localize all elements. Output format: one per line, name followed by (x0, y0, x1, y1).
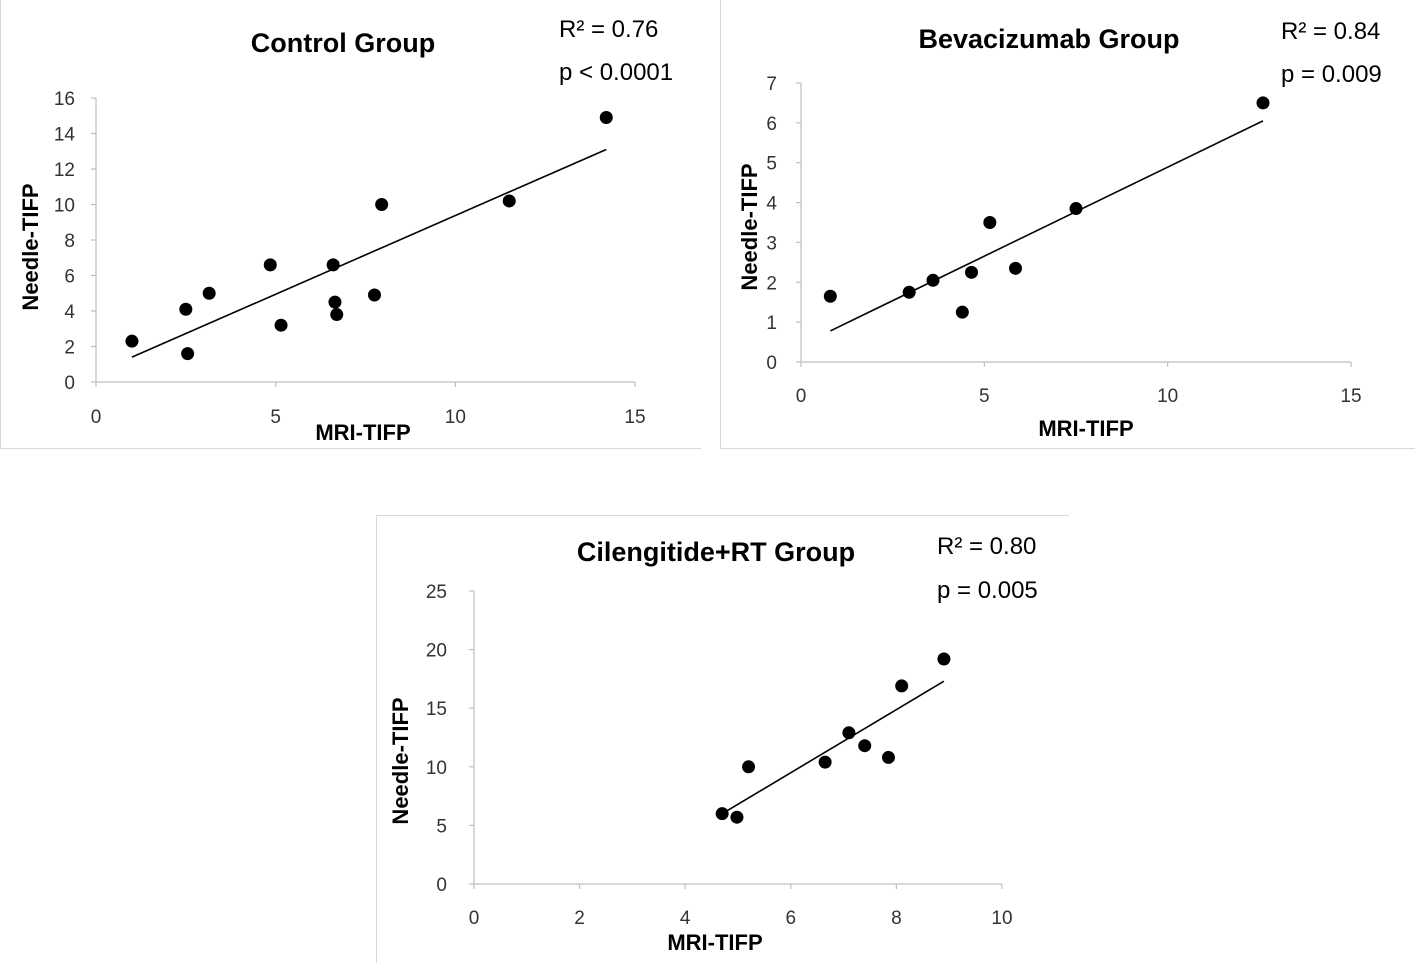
data-point (328, 295, 342, 309)
y-axis-label: Needle-TIFP (18, 183, 43, 310)
x-tick-label: 10 (991, 908, 1012, 929)
p-value-label: p = 0.009 (1281, 61, 1382, 88)
p-value-label: p < 0.0001 (559, 59, 673, 86)
data-point (330, 308, 344, 322)
x-tick-label: 0 (796, 386, 807, 407)
panel-cilengitide-rt-group: Cilengitide+RT Group R² = 0.80 p = 0.005 0 5… (376, 515, 1069, 963)
x-tick-label: 0 (91, 407, 102, 428)
data-point (181, 347, 195, 361)
x-tick-label: 15 (1340, 386, 1361, 407)
x-tick-label: 10 (1157, 386, 1178, 407)
y-axis-label: Needle-TIFP (388, 697, 413, 824)
chart-title: Cilengitide+RT Group (577, 537, 855, 567)
trendline (721, 680, 945, 815)
data-point (326, 258, 340, 272)
data-point (125, 334, 139, 348)
data-point (1256, 96, 1270, 110)
data-point (1009, 261, 1022, 275)
data-point (818, 755, 832, 769)
y-tick-label: 4 (64, 302, 75, 323)
data-point (983, 216, 997, 229)
data-point (599, 111, 613, 125)
y-tick-label: 0 (766, 353, 777, 374)
x-tick-label: 8 (891, 908, 902, 929)
y-axis-label: Needle-TIFP (737, 163, 762, 290)
y-tick-label: 5 (766, 154, 777, 175)
y-tick-label: 10 (426, 758, 447, 779)
data-point (1069, 202, 1083, 216)
y-tick-label: 2 (766, 273, 777, 294)
y-tick-label: 15 (426, 699, 447, 720)
r-squared-label: R² = 0.80 (937, 533, 1036, 560)
trendline (131, 148, 607, 358)
panel-bevacizumab-group: Bevacizumab Group R² = 0.84 p = 0.009 0 1 2 3 4… (720, 0, 1415, 449)
x-axis-label: MRI-TIFP (667, 930, 762, 955)
data-point (926, 273, 940, 287)
y-tick-label: 20 (426, 641, 447, 662)
data-point (730, 810, 744, 824)
y-tick-label: 0 (436, 875, 447, 896)
x-tick-label: 10 (445, 407, 466, 428)
chart-cilengitide-rt-group: Cilengitide+RT Group R² = 0.80 p = 0.005 0 5… (388, 533, 1038, 955)
data-point (842, 726, 856, 740)
x-tick-label: 15 (624, 407, 645, 428)
y-tick-label: 8 (64, 231, 75, 252)
data-point (858, 739, 872, 753)
data-point (274, 318, 288, 332)
y-tick-label: 1 (766, 313, 777, 334)
y-tick-label: 10 (54, 196, 75, 217)
y-tick-label: 16 (54, 89, 75, 110)
y-tick-label: 6 (766, 114, 777, 135)
data-point (965, 265, 978, 279)
y-tick-label: 6 (64, 267, 75, 288)
data-point (375, 198, 389, 211)
y-tick-label: 14 (54, 125, 76, 146)
x-tick-label: 0 (469, 908, 480, 929)
data-point (502, 194, 516, 208)
y-tick-label: 0 (64, 373, 75, 394)
data-point (715, 807, 729, 821)
panel-control-group: Control Group R² = 0.76 p < 0.0001 0 2 4 6 8 10 1… (0, 0, 701, 449)
x-tick-label: 6 (786, 908, 797, 929)
y-tick-label: 2 (64, 338, 75, 359)
x-tick-label: 5 (270, 407, 281, 428)
x-axis-label: MRI-TIFP (1038, 416, 1133, 441)
chart-control-group: Control Group R² = 0.76 p < 0.0001 0 2 4 6 8 10 1… (18, 16, 673, 445)
y-tick-label: 3 (766, 233, 777, 254)
r-squared-label: R² = 0.84 (1281, 18, 1380, 45)
data-point (881, 750, 895, 764)
data-point (202, 286, 216, 300)
data-point (179, 302, 193, 316)
chart-title: Bevacizumab Group (918, 24, 1179, 54)
x-tick-label: 4 (680, 908, 691, 929)
chart-title: Control Group (251, 28, 435, 58)
data-point (367, 288, 381, 302)
y-tick-label: 25 (426, 582, 447, 603)
trendline (829, 120, 1264, 332)
y-tick-label: 12 (54, 160, 75, 181)
data-point (937, 652, 951, 666)
chart-bevacizumab-group: Bevacizumab Group R² = 0.84 p = 0.009 0 1 2 3 4… (737, 18, 1382, 441)
p-value-label: p = 0.005 (937, 577, 1038, 604)
y-tick-label: 7 (766, 74, 777, 95)
data-point (902, 285, 916, 299)
x-tick-label: 2 (574, 908, 585, 929)
x-tick-label: 5 (979, 386, 990, 407)
r-squared-label: R² = 0.76 (559, 16, 658, 43)
data-point (263, 258, 277, 272)
y-tick-label: 4 (766, 194, 777, 215)
y-tick-label: 5 (436, 816, 447, 837)
data-point (742, 760, 756, 774)
x-axis-label: MRI-TIFP (315, 420, 410, 445)
data-point (955, 305, 969, 319)
data-point (823, 289, 837, 303)
data-point (895, 679, 909, 693)
